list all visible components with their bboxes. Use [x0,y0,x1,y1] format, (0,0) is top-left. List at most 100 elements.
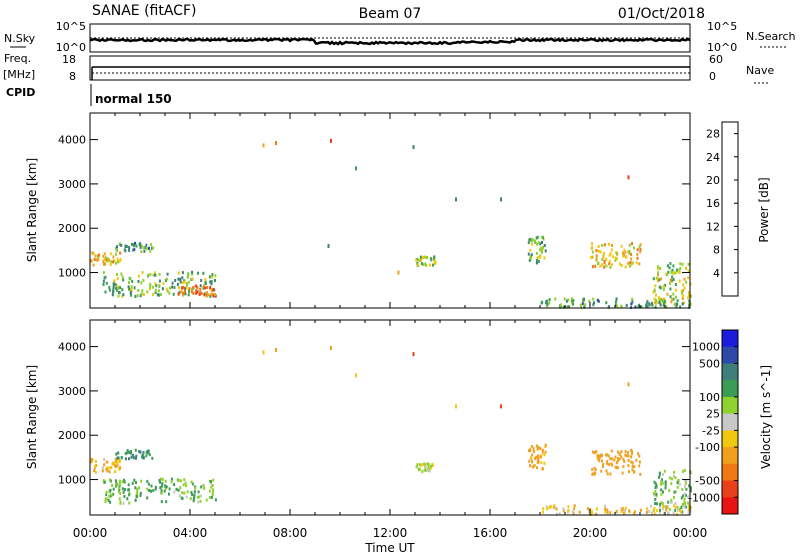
data-cell [687,511,690,515]
data-cell [211,275,214,279]
data-point [327,244,330,248]
data-cell [684,502,686,506]
data-cell [154,487,157,491]
data-cell [164,487,167,490]
data-cell [536,444,539,448]
data-cell [645,510,648,514]
data-cell [661,502,664,506]
data-cell [94,460,97,463]
data-cell [102,479,105,482]
data-cell [609,265,612,269]
data-cell [631,461,634,465]
data-cell [650,504,653,508]
data-cell [185,283,188,287]
data-cell [124,244,127,248]
data-cell [624,255,627,259]
data-cell [150,243,153,247]
data-cell [160,489,163,493]
data-cell [106,259,109,263]
data-cell [635,458,638,462]
data-cell [662,505,665,508]
data-cell [539,242,542,246]
data-cell [159,486,162,489]
data-cell [139,494,142,497]
data-cell [662,302,665,306]
data-cell [124,488,127,491]
data-cell [187,272,190,276]
data-point [455,197,457,202]
data-cell [673,504,676,508]
data-cell [563,297,566,301]
data-cell [688,303,691,307]
data-cell [160,500,163,504]
data-cell [601,465,604,468]
data-cell [529,448,531,452]
station-title: SANAE (fitACF) [92,3,196,19]
data-cell [579,303,582,307]
data-cell [154,291,157,295]
data-cell [184,481,187,485]
data-cell [537,241,540,245]
data-cell [601,258,604,261]
data-cell [123,480,126,484]
data-cell [113,259,116,263]
data-cell [205,292,208,296]
data-point [355,166,357,171]
y-tick-label: 3000 [58,385,86,398]
data-cell [118,242,121,246]
y-tick-label: 1000 [58,474,86,487]
data-cell [131,481,134,485]
data-cell [668,489,671,493]
data-cell [676,505,679,509]
data-cell [590,255,593,259]
data-cell [108,466,111,470]
data-cell [211,483,214,487]
data-cell [588,299,591,303]
data-cell [625,454,628,458]
data-cell [94,254,97,258]
data-cell [173,483,176,487]
data-cell [432,464,434,468]
data-cell [205,294,208,298]
data-cell [609,511,612,515]
data-cell [159,293,162,296]
data-cell [659,297,662,301]
data-cell [687,269,690,273]
data-cell [663,511,666,515]
data-cell [653,288,656,292]
data-cell [152,246,155,250]
data-cell [619,262,621,266]
data-cell [539,246,542,250]
data-point [262,350,265,355]
data-cell [136,294,139,298]
data-cell [614,455,617,459]
colorbar-tick-label: 12 [706,220,720,233]
data-cell [92,251,95,255]
data-cell [124,249,127,253]
data-cell [421,470,424,474]
data-cell [119,258,122,261]
data-cell [177,277,180,281]
data-cell [669,295,672,299]
data-cell [631,297,634,301]
data-cell [627,261,630,265]
data-cell [102,279,105,283]
data-cell [595,450,598,453]
data-cell [198,292,201,296]
colorbar-swatch [722,463,738,481]
data-cell [112,487,115,491]
data-cell [166,272,169,276]
data-cell [139,450,142,454]
data-cell [667,511,670,515]
data-cell [158,272,161,276]
data-cell [185,495,188,499]
data-cell [686,495,689,499]
data-cell [672,292,675,296]
data-cell [624,250,627,254]
data-cell [553,504,556,508]
data-cell [667,500,670,504]
data-cell [654,284,657,288]
data-cell [636,248,639,252]
data-cell [117,451,120,455]
data-cell [656,277,659,281]
